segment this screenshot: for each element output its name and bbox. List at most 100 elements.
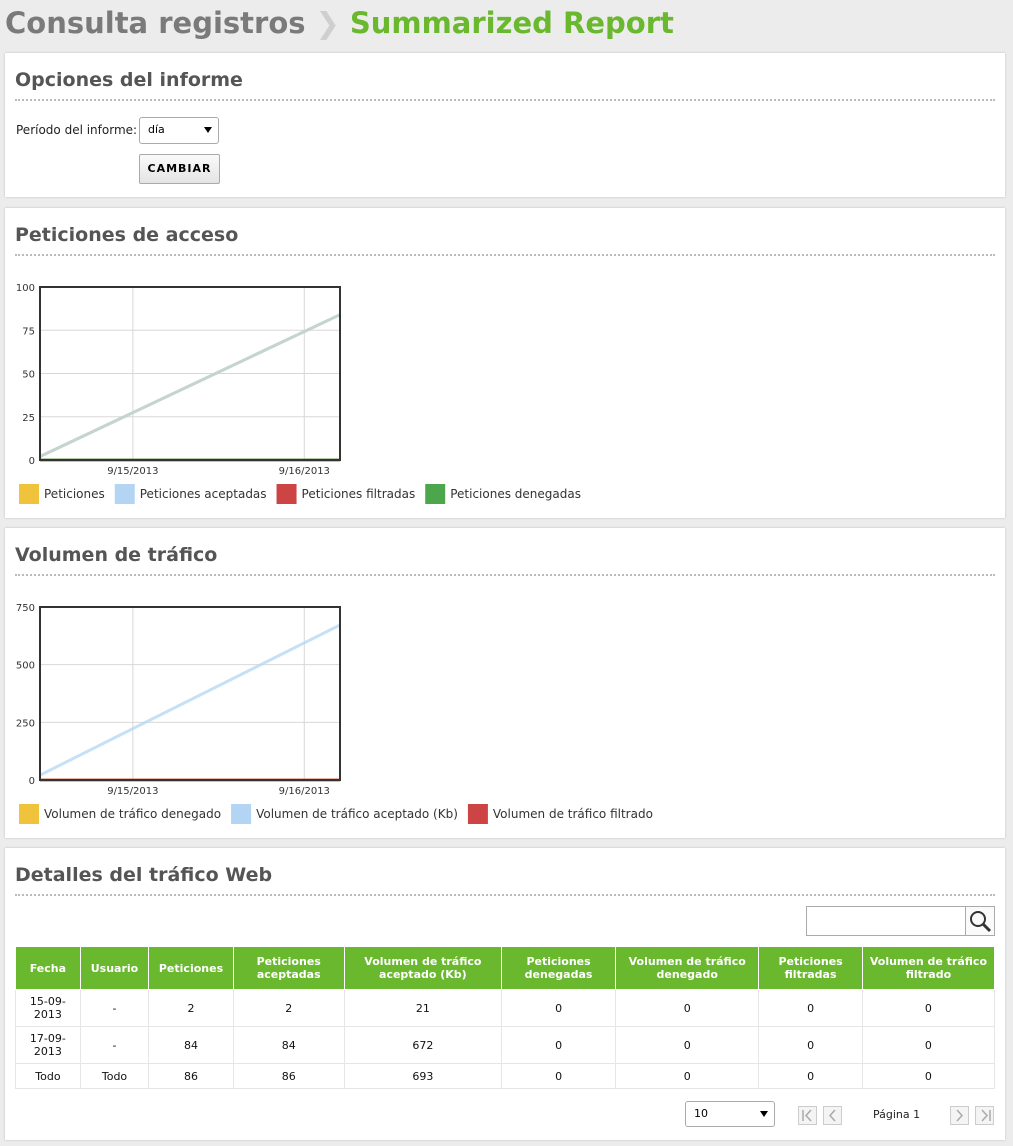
y-tick-label: 750 xyxy=(16,603,35,614)
table-row: Todo Todo 86 86 693 0 0 0 0 xyxy=(15,1063,996,1089)
column-header: Peticiones filtradas xyxy=(758,946,863,990)
y-tick-label: 0 xyxy=(29,776,35,787)
table-cell: 0 xyxy=(501,1026,617,1064)
legend-label: Peticiones filtradas xyxy=(302,487,416,501)
legend-swatch xyxy=(231,804,252,824)
y-tick-label: 500 xyxy=(16,661,35,672)
divider xyxy=(15,894,995,896)
table-cell: 15-09-2013 xyxy=(15,989,81,1027)
y-tick-label: 50 xyxy=(22,370,35,381)
table-cell: Todo xyxy=(15,1063,81,1089)
table-cell: 0 xyxy=(758,1063,863,1089)
legend-swatch xyxy=(276,484,297,504)
table-cell: 86 xyxy=(232,1063,345,1089)
section: Consulta registros xyxy=(5,6,306,40)
x-tick-label: 9/16/2013 xyxy=(279,466,330,477)
y-tick-label: 100 xyxy=(16,283,35,294)
x-tick-label: 9/15/2013 xyxy=(107,466,158,477)
table-cell: - xyxy=(79,1026,150,1064)
panel-title: Detalles del tráfico Web xyxy=(15,864,273,886)
legend-label: Peticiones aceptadas xyxy=(140,487,267,501)
series-line xyxy=(39,623,341,777)
column-header: Usuario xyxy=(79,946,150,990)
legend-label: Peticiones denegadas xyxy=(450,487,581,501)
breadcrumb: Consulta registros ❯ Summarized Report xyxy=(5,6,674,40)
x-tick-label: 9/15/2013 xyxy=(107,786,158,797)
legend-swatch xyxy=(425,484,446,504)
plot-border xyxy=(39,286,341,461)
period-select[interactable]: día xyxy=(139,117,219,144)
chart: 0 250 500 750 9/15/2013 9/16/2013 Volumen de t… xyxy=(16,603,653,824)
legend-label: Volumen de tráfico aceptado (Kb) xyxy=(256,807,458,821)
options-panel: Opciones del informe Período del informe… xyxy=(5,53,1005,197)
table-row: 15-09-2013-2 2 21 0 0 0 0 xyxy=(15,989,996,1027)
legend-label: Volumen de tráfico filtrado xyxy=(493,807,653,821)
table-cell: 0 xyxy=(861,1063,996,1089)
table-cell: 17-09-2013 xyxy=(15,1026,81,1064)
next-last-buttons[interactable] xyxy=(950,1106,996,1126)
table-row: 17-09-2013-84 84 672 0 0 0 0 xyxy=(15,1026,996,1064)
divider xyxy=(15,574,995,576)
search-input[interactable] xyxy=(806,906,966,936)
first-prev-buttons[interactable] xyxy=(798,1106,844,1126)
page-title: Summarized Report xyxy=(349,6,674,40)
page-size-select[interactable]: 10 xyxy=(685,1101,775,1127)
legend-label: Volumen de tráfico denegado xyxy=(44,807,221,821)
legend-label: Peticiones xyxy=(44,487,105,501)
column-header: Peticiones xyxy=(148,946,234,990)
table-cell: 0 xyxy=(861,989,996,1027)
column-header: Volumen de tráfico aceptado (Kb) xyxy=(343,946,503,990)
page-indicator: Página 1 xyxy=(873,1108,921,1121)
table-cell: 21 xyxy=(343,989,503,1027)
search-button[interactable] xyxy=(965,906,995,936)
table-cell: - xyxy=(79,989,150,1027)
column-header: Volumen de tráfico denegado xyxy=(615,946,760,990)
y-tick-label: 250 xyxy=(16,718,35,729)
table-cell: 84 xyxy=(232,1026,345,1064)
divider xyxy=(15,99,995,101)
table-cell: Todo xyxy=(79,1063,150,1089)
separator: ❯ xyxy=(315,6,340,40)
table-cell: 2 xyxy=(148,989,234,1027)
table-cell: 0 xyxy=(861,1026,996,1064)
series-line xyxy=(39,313,341,458)
y-tick-label: 25 xyxy=(22,413,35,424)
x-tick-label: 9/16/2013 xyxy=(279,786,330,797)
legend-swatch xyxy=(467,804,488,824)
table-cell: 0 xyxy=(615,1063,760,1089)
table-cell: 0 xyxy=(758,1026,863,1064)
chart-panel: Peticiones de acceso 0 25 50 75 100 9/15/2013… xyxy=(5,208,1005,518)
y-tick-label: 0 xyxy=(29,456,35,467)
legend-swatch xyxy=(19,804,39,824)
table-cell: 0 xyxy=(758,989,863,1027)
column-header: Fecha xyxy=(15,946,81,990)
divider xyxy=(15,254,995,256)
column-header: Peticiones denegadas xyxy=(501,946,617,990)
table-cell: 2 xyxy=(232,989,345,1027)
table-cell: 0 xyxy=(615,1026,760,1064)
y-tick-label: 75 xyxy=(22,326,35,337)
period-label: Período del informe: xyxy=(16,123,138,137)
panel-title: Volumen de tráfico xyxy=(15,544,218,566)
chart-panel: Volumen de tráfico 0 250 500 750 9/15/2013 9/… xyxy=(5,528,1005,838)
column-header: Peticiones aceptadas xyxy=(232,946,345,990)
table-cell: 84 xyxy=(148,1026,234,1064)
panel-title: Peticiones de acceso xyxy=(15,224,239,246)
plot-border xyxy=(39,606,341,781)
data-table: Fecha Usuario Peticiones Peticiones aceptad… xyxy=(15,946,996,1089)
table-cell: 0 xyxy=(501,989,617,1027)
table-panel: Detalles del tráfico Web Fecha Usuario Pet… xyxy=(5,848,1005,1140)
chart: 0 25 50 75 100 9/15/2013 9/16/2013 Peticiones Pe… xyxy=(16,283,581,504)
table-cell: 0 xyxy=(501,1063,617,1089)
table-cell: 693 xyxy=(343,1063,503,1089)
legend-swatch xyxy=(19,484,39,504)
table-cell: 672 xyxy=(343,1026,503,1064)
header-row: Fecha Usuario Peticiones Peticiones aceptad… xyxy=(15,946,996,990)
change-button[interactable]: CAMBIAR xyxy=(139,154,220,184)
legend-swatch xyxy=(114,484,135,504)
table-cell: 86 xyxy=(148,1063,234,1089)
column-header: Volumen de tráfico filtrado xyxy=(861,946,996,990)
table-cell: 0 xyxy=(615,989,760,1027)
panel-title: Opciones del informe xyxy=(15,69,243,91)
